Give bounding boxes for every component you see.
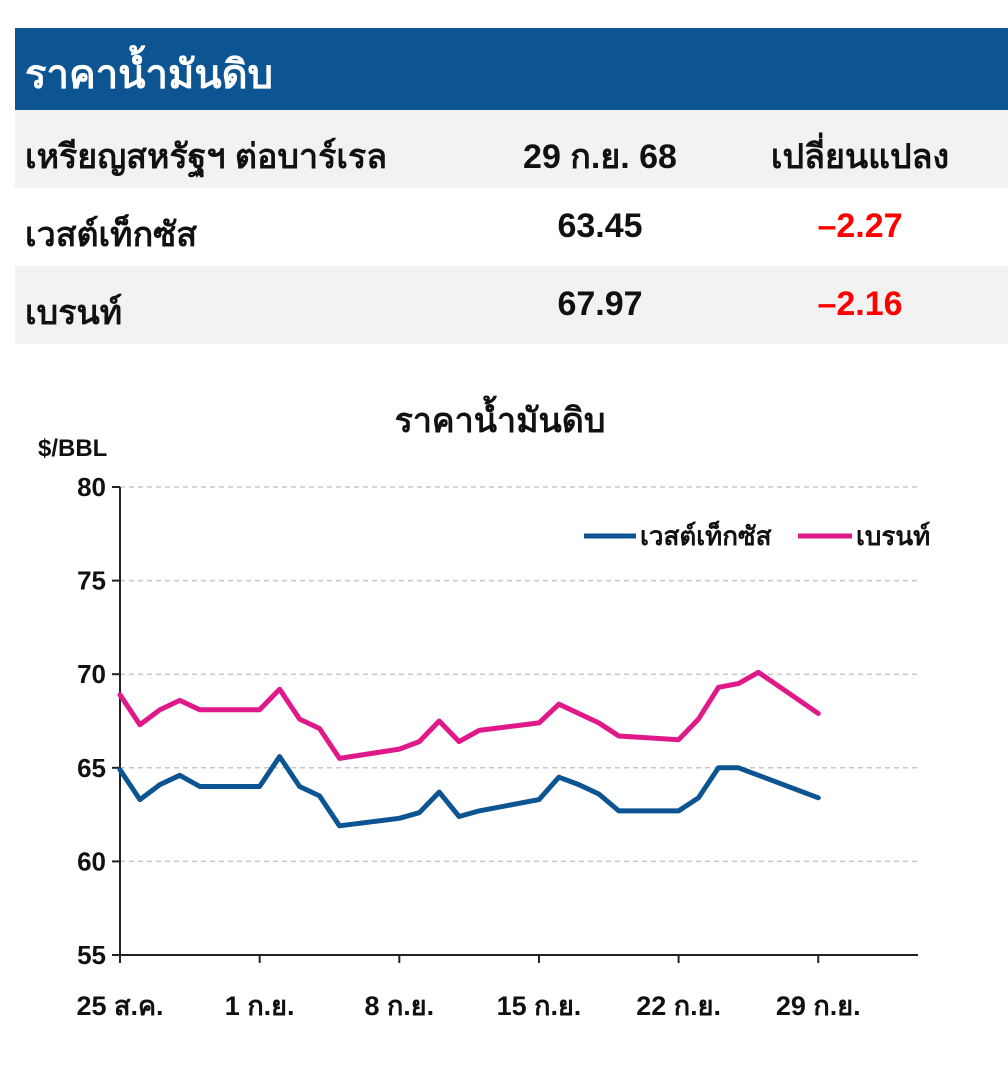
table-header-row: เหรียญสหรัฐฯ ต่อบาร์เรล 29 ก.ย. 68 เปลี่… <box>15 110 1008 188</box>
table-row: เบรนท์ 67.97 –2.16 <box>15 266 1008 344</box>
y-tick-label: 70 <box>77 659 106 689</box>
tick-labels: 55 60 65 70 75 80 25 ส.ค. 1 ก.ย. 8 ก.ย. 15 ก.ย. 22… <box>76 472 860 1021</box>
legend-label-brent: เบรนท์ <box>856 521 930 551</box>
chart-title: ราคาน้ำมันดิบ <box>395 395 606 440</box>
y-axis-label: $/BBL <box>38 435 107 462</box>
legend: เวสต์เท็กซัส เบรนท์ <box>584 520 930 551</box>
y-tick-label: 60 <box>77 846 106 876</box>
axes <box>112 486 918 963</box>
row-label: เบรนท์ <box>25 294 123 332</box>
x-tick-label: 15 ก.ย. <box>497 991 582 1021</box>
y-tick-label: 55 <box>77 940 106 970</box>
column-header-change: เปลี่ยนแปลง <box>770 138 950 176</box>
column-header-date: 29 ก.ย. 68 <box>523 138 677 176</box>
column-header-unit: เหรียญสหรัฐฯ ต่อบาร์เรล <box>25 138 388 176</box>
gridlines <box>120 486 918 863</box>
row-price: 63.45 <box>557 207 643 245</box>
page-title: ราคาน้ำมันดิบ <box>25 53 274 97</box>
x-tick-label: 29 ก.ย. <box>776 991 861 1021</box>
price-table: เหรียญสหรัฐฯ ต่อบาร์เรล 29 ก.ย. 68 เปลี่… <box>15 110 1008 344</box>
row-change: –2.16 <box>817 285 903 323</box>
series-lines <box>117 669 821 829</box>
x-tick-label: 25 ส.ค. <box>76 991 163 1021</box>
table-row: เวสต์เท็กซัส 63.45 –2.27 <box>15 188 1008 266</box>
series-line-brent <box>117 669 821 761</box>
row-change: –2.27 <box>817 207 903 245</box>
y-tick-label: 75 <box>77 566 106 596</box>
y-tick-label: 65 <box>77 753 106 783</box>
header-bar: ราคาน้ำมันดิบ <box>15 28 1008 110</box>
x-tick-label: 22 ก.ย. <box>636 991 721 1021</box>
row-label: เวสต์เท็กซัส <box>25 216 197 254</box>
row-price: 67.97 <box>557 285 643 323</box>
y-tick-label: 80 <box>77 472 106 502</box>
x-tick-label: 1 ก.ย. <box>225 991 295 1021</box>
x-tick-label: 8 ก.ย. <box>364 991 434 1021</box>
legend-label-wti: เวสต์เท็กซัส <box>640 520 772 551</box>
series-line-wti <box>117 754 821 829</box>
oil-price-line-chart: ราคาน้ำมันดิบ $/BBL 55 60 65 70 75 80 25 ส.ค. 1… <box>38 395 930 1021</box>
